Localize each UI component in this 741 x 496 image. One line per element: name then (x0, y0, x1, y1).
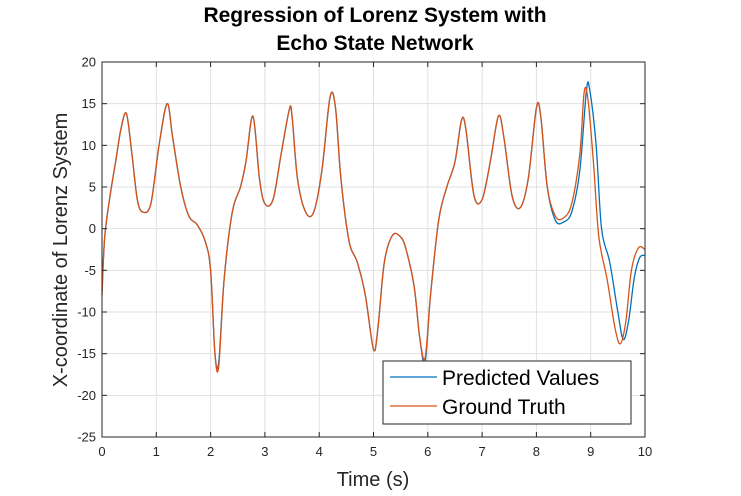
y-tick-label: 5 (89, 180, 96, 195)
x-tick-label: 5 (370, 444, 377, 459)
x-tick-label: 0 (98, 444, 105, 459)
legend-label-predicted: Predicted Values (442, 367, 599, 390)
y-tick-label: -15 (77, 346, 96, 361)
y-tick-label: 10 (82, 138, 96, 153)
x-tick-label: 7 (478, 444, 485, 459)
x-tick-label: 2 (207, 444, 214, 459)
x-tick-label: 8 (533, 444, 540, 459)
x-tick-label: 3 (261, 444, 268, 459)
y-tick-label: 15 (82, 96, 96, 111)
series-layer (101, 81, 646, 373)
y-tick-label: -20 (77, 388, 96, 403)
legend-box (382, 360, 632, 425)
y-tick-label: -5 (84, 263, 96, 278)
series-line-ground-truth (101, 86, 646, 373)
axis-ticks: 0 1 2 3 4 5 6 7 8 9 10 20 15 10 5 0 -5 -10 -15 -20 -25 (77, 55, 652, 460)
x-tick-label: 9 (587, 444, 594, 459)
y-tick-label: 20 (82, 55, 96, 70)
x-tick-label: 4 (316, 444, 323, 459)
legend-label-ground-truth: Ground Truth (442, 396, 566, 419)
x-tick-label: 6 (424, 444, 431, 459)
chart-title-line-1: Regression of Lorenz System with (203, 4, 546, 27)
y-axis-label: X-coordinate of Lorenz System (50, 113, 72, 388)
y-tick-label: -25 (77, 430, 96, 445)
legend: Predicted Values Ground Truth (382, 360, 632, 425)
chart-title-line-2: Echo State Network (276, 32, 474, 55)
y-tick-label: 0 (89, 221, 96, 236)
y-tick-label: -10 (77, 305, 96, 320)
x-tick-label: 1 (153, 444, 160, 459)
x-axis-label: Time (s) (337, 469, 410, 491)
x-tick-label: 10 (638, 444, 652, 459)
